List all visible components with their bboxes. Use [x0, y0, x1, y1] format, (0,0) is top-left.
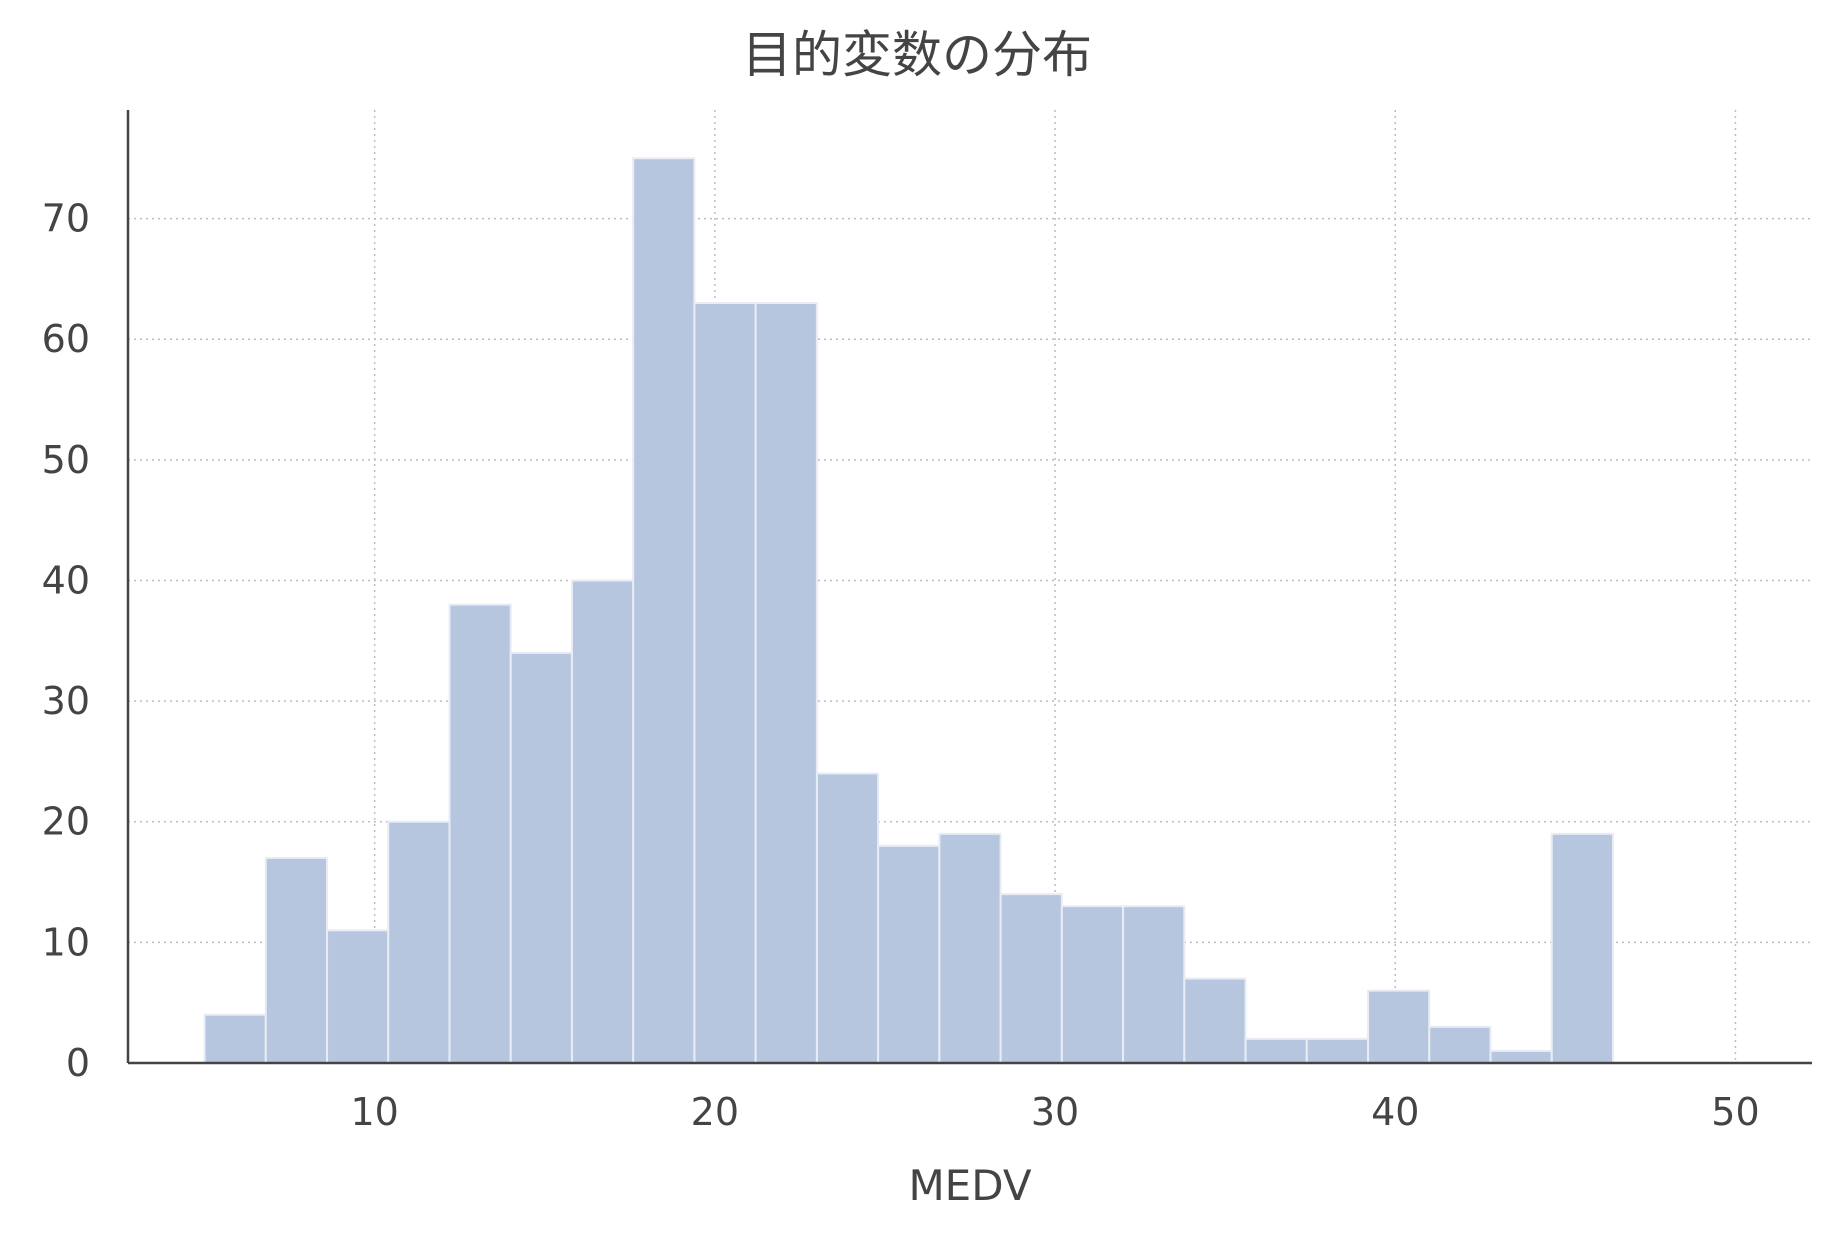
- histogram-bar: [1305, 1037, 1370, 1064]
- y-tick-label: 60: [42, 317, 90, 361]
- histogram-bar: [1122, 905, 1186, 1064]
- histogram-bar: [1244, 1037, 1308, 1064]
- x-tick-label: 20: [691, 1090, 739, 1134]
- histogram-bar: [877, 844, 941, 1065]
- histogram-bar: [754, 302, 818, 1065]
- histogram-bar: [448, 603, 512, 1064]
- histogram-bars: [203, 157, 1614, 1065]
- histogram-bar: [387, 820, 451, 1065]
- histogram-bar: [509, 651, 573, 1064]
- histogram-bar: [1183, 977, 1247, 1064]
- x-tick-label: 30: [1031, 1090, 1079, 1134]
- histogram-bar: [264, 856, 329, 1065]
- histogram-bar: [1060, 905, 1125, 1064]
- x-tick-label: 40: [1371, 1090, 1419, 1134]
- y-tick-labels: 0 10 20 30 40 50 60 70: [42, 197, 90, 1085]
- chart-title: 目的変数の分布: [742, 26, 1092, 84]
- histogram-bar: [1428, 1025, 1492, 1065]
- histogram-bar: [632, 157, 696, 1064]
- y-tick-label: 10: [42, 920, 90, 964]
- histogram-bar: [203, 1013, 267, 1064]
- y-tick-label: 50: [42, 438, 90, 482]
- x-tick-label: 10: [350, 1090, 398, 1134]
- y-tick-label: 0: [66, 1041, 90, 1085]
- histogram-bar: [1550, 832, 1614, 1065]
- histogram-bar: [570, 579, 635, 1065]
- x-tick-label: 50: [1711, 1090, 1759, 1134]
- y-tick-label: 20: [42, 800, 90, 844]
- x-axis-label: MEDV: [908, 1161, 1031, 1210]
- y-tick-label: 70: [42, 197, 90, 241]
- histogram-bar: [693, 302, 757, 1065]
- y-tick-label: 30: [42, 679, 90, 723]
- histogram-bar: [1367, 989, 1431, 1064]
- histogram-bar: [1489, 1049, 1553, 1065]
- histogram-bar: [938, 832, 1002, 1065]
- y-tick-label: 40: [42, 558, 90, 602]
- histogram-bar: [815, 772, 880, 1064]
- histogram-bar: [326, 929, 390, 1064]
- histogram-bar: [999, 893, 1063, 1065]
- x-tick-labels: 10 20 30 40 50: [350, 1090, 1759, 1134]
